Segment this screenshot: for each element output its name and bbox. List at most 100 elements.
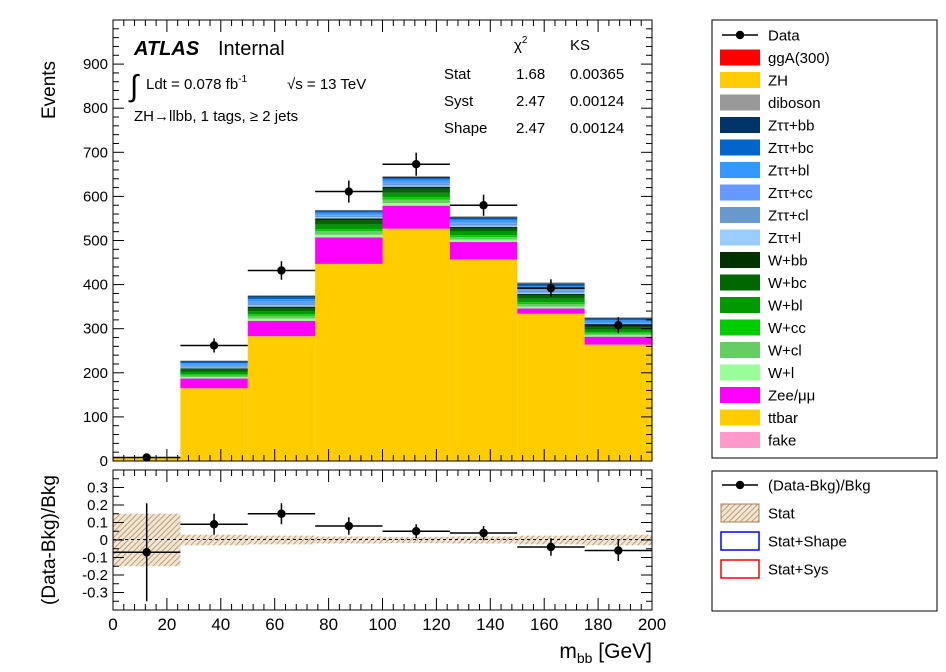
- legend-swatch: [720, 409, 760, 426]
- ratio-point: [344, 521, 354, 531]
- legend-label: fake: [768, 433, 796, 450]
- legend-swatch: [720, 184, 760, 201]
- chi-sup: 2: [522, 35, 528, 46]
- legend-hatch-swatch: [720, 503, 760, 523]
- bar-segment: [584, 344, 652, 461]
- bar-segment: [180, 368, 248, 370]
- ratio-point: [209, 520, 219, 529]
- bar-segment: [315, 215, 383, 218]
- data-point: [277, 266, 286, 275]
- y-tick-label: 100: [83, 409, 108, 426]
- bar-segment: [382, 228, 450, 461]
- x-tick-label: 60: [265, 615, 284, 634]
- bar-segment: [247, 320, 316, 337]
- integral-sign: ∫: [128, 70, 140, 103]
- bar-segment: [584, 336, 652, 345]
- luminosity-label: Ldt = 0.078 fb-1: [146, 74, 248, 93]
- bar-segment: [180, 366, 248, 368]
- bar-segment: [247, 314, 316, 316]
- legend-label: ZH: [768, 73, 788, 90]
- y-tick-label: 0: [100, 453, 108, 470]
- legend-label: Stat+Sys: [768, 562, 828, 579]
- bar-segment: [449, 236, 518, 240]
- stat-band-bin: [180, 534, 248, 546]
- bar-segment: [449, 216, 518, 218]
- bar-segment: [180, 375, 248, 378]
- legend-label: W+bb: [768, 253, 808, 270]
- legend-label: Zττ+l: [768, 230, 801, 247]
- bar-segment: [382, 199, 450, 204]
- stats-row-ks: 0.00124: [570, 120, 624, 137]
- x-tick-label: 180: [584, 615, 612, 634]
- legend-outline-swatch: [720, 531, 760, 551]
- ratio-point: [277, 509, 286, 518]
- ratio-y-tick-label: 0: [100, 532, 108, 549]
- bar-segment: [584, 333, 652, 336]
- legend-swatch: [720, 49, 760, 66]
- ratio-y-tick-label: -0.1: [82, 550, 108, 567]
- bar-segment: [382, 186, 450, 189]
- bar-segment: [180, 388, 248, 461]
- bar-segment: [247, 305, 316, 307]
- legend-label: Zττ+bb: [768, 118, 814, 135]
- upper-y-axis-label: Events: [39, 61, 60, 119]
- ratio-point: [614, 546, 623, 555]
- bar-segment: [180, 361, 248, 364]
- legend-label: ttbar: [768, 410, 798, 427]
- y-tick-label: 200: [83, 365, 108, 382]
- bar-segment: [247, 318, 316, 321]
- bar-segment: [449, 221, 518, 224]
- bar-segment: [382, 185, 450, 187]
- data-point: [209, 341, 219, 350]
- legend-label: Zee/μμ: [768, 388, 815, 405]
- x-tick-label: 40: [211, 615, 230, 634]
- y-tick-label: 600: [83, 188, 108, 205]
- legend-label: W+bc: [768, 275, 807, 292]
- legend-swatch: [720, 297, 760, 313]
- bar-segment: [584, 335, 652, 337]
- legend-label: W+cc: [768, 320, 806, 337]
- bar-segment: [382, 178, 450, 180]
- data-point: [344, 187, 354, 196]
- y-tick-label: 400: [83, 277, 108, 294]
- legend-marker: [735, 480, 745, 490]
- legend-label: W+cl: [768, 343, 802, 360]
- bar-segment: [247, 301, 316, 304]
- stats-row-chi2: 2.47: [516, 93, 545, 110]
- bar-segment: [315, 229, 383, 232]
- lower-y-axis-label: (Data-Bkg)/Bkg: [39, 475, 60, 605]
- y-tick-label: 700: [83, 144, 108, 161]
- bar-segment: [449, 226, 518, 229]
- legend-label: W+l: [768, 365, 794, 382]
- bar-segment: [247, 306, 316, 309]
- data-point: [411, 160, 421, 169]
- bar-segment: [315, 217, 383, 219]
- bar-segment: [247, 315, 316, 319]
- legend-label: (Data-Bkg)/Bkg: [768, 478, 871, 495]
- stacked-bars: [113, 176, 652, 461]
- stats-row-ks: 0.00365: [570, 66, 624, 83]
- ratio-legend-frame: [711, 470, 938, 612]
- bar-segment: [517, 306, 585, 309]
- legend-swatch: [720, 387, 760, 403]
- bar-segment: [449, 241, 518, 260]
- data-point: [479, 201, 488, 210]
- bar-segment: [315, 224, 383, 230]
- bar-segment: [449, 225, 518, 227]
- x-axis-label-sub: bb: [577, 650, 593, 666]
- legend-label: Zττ+cc: [768, 185, 813, 202]
- bar-segment: [382, 205, 450, 229]
- ratio-axis-ticks: -0.3-0.2-0.100.10.20.30 20 40 60 80 100 120 140…: [82, 470, 666, 634]
- bar-segment: [180, 374, 248, 376]
- legend-swatch: [720, 252, 760, 268]
- region-label: ZH→llbb, 1 tags, ≥ 2 jets: [134, 108, 298, 125]
- stats-table: χ2 KS Stat 1.68 0.00365 Syst 2.47 0.0012…: [444, 35, 624, 137]
- data-point: [546, 283, 556, 293]
- x-tick-label: 0: [108, 615, 117, 634]
- data-point: [614, 320, 623, 330]
- legend-swatch: [720, 364, 760, 381]
- x-tick-label: 120: [422, 615, 450, 634]
- bar-segment: [180, 377, 248, 379]
- ratio-y-tick-label: 0.1: [87, 515, 108, 532]
